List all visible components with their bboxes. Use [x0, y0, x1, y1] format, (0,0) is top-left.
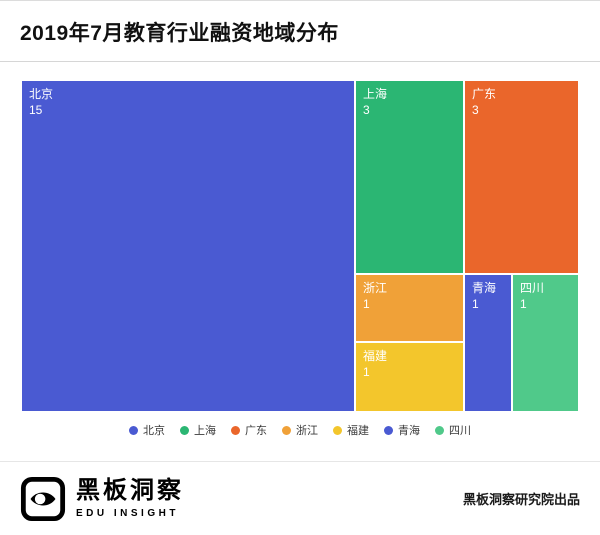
- brand-logo: 黑板洞察 EDU INSIGHT: [20, 476, 184, 522]
- page-title: 2019年7月教育行业融资地域分布: [20, 22, 339, 45]
- treemap-cell-fujian: 福建 1: [356, 343, 463, 411]
- legend-item-shanghai: 上海: [180, 422, 216, 438]
- legend-item-sichuan: 四川: [435, 422, 471, 438]
- cell-value: 3: [363, 103, 370, 118]
- cell-value: 3: [472, 103, 479, 118]
- legend-label: 四川: [449, 425, 471, 437]
- cell-value: 1: [472, 297, 479, 312]
- cell-value: 1: [363, 365, 370, 380]
- treemap-cell-guangdong: 广东 3: [465, 81, 578, 273]
- legend-dot: [129, 425, 138, 435]
- treemap-cell-beijing: 北京 15: [22, 81, 354, 411]
- cell-label: 四川: [520, 281, 545, 295]
- legend-dot: [333, 425, 342, 435]
- treemap-cell-zhejiang: 浙江 1: [356, 275, 463, 341]
- treemap-cell-qinghai: 青海 1: [465, 275, 511, 411]
- legend-item-zhejiang: 浙江: [282, 422, 318, 438]
- header: 2019年7月教育行业融资地域分布: [0, 1, 600, 62]
- treemap-cell-sichuan: 四川 1: [513, 275, 578, 411]
- legend-item-fujian: 福建: [333, 422, 369, 438]
- legend-item-beijing: 北京: [129, 422, 165, 438]
- legend-label: 福建: [347, 425, 369, 437]
- brand-text: 黑板洞察 EDU INSIGHT: [76, 477, 184, 519]
- legend-label: 北京: [143, 425, 165, 437]
- cell-label: 广东: [472, 87, 497, 101]
- legend-dot: [384, 425, 393, 435]
- treemap-cell-shanghai: 上海 3: [356, 81, 463, 273]
- legend-dot: [435, 425, 444, 435]
- legend-label: 浙江: [296, 425, 318, 437]
- cell-label: 青海: [472, 281, 497, 295]
- cell-label: 上海: [363, 87, 388, 101]
- legend-label: 广东: [245, 425, 267, 437]
- legend-item-guangdong: 广东: [231, 422, 267, 438]
- brand-name-cn: 黑板洞察: [76, 477, 184, 505]
- legend-dot: [282, 425, 291, 435]
- edu-insight-logo-icon: [20, 476, 66, 521]
- legend-item-qinghai: 青海: [384, 422, 420, 438]
- brand-name-en: EDU INSIGHT: [76, 507, 179, 519]
- cell-label: 浙江: [363, 281, 388, 295]
- cell-value: 1: [363, 297, 370, 312]
- legend: 北京 上海 广东 浙江 福建 青海 四川: [0, 422, 600, 438]
- treemap-chart: 北京 15 上海 3 广东 3 浙江 1 福建 1 青海 1 四川 1: [22, 81, 578, 411]
- credit-text: 黑板洞察研究院出品: [462, 492, 580, 507]
- legend-dot: [231, 425, 240, 435]
- legend-dot: [180, 425, 189, 435]
- cell-label: 福建: [363, 349, 388, 363]
- legend-label: 青海: [398, 425, 420, 437]
- legend-label: 上海: [194, 425, 216, 437]
- cell-label: 北京: [29, 87, 54, 101]
- cell-value: 1: [520, 297, 527, 312]
- cell-value: 15: [29, 103, 43, 118]
- footer: 黑板洞察 EDU INSIGHT 黑板洞察研究院出品: [0, 461, 600, 535]
